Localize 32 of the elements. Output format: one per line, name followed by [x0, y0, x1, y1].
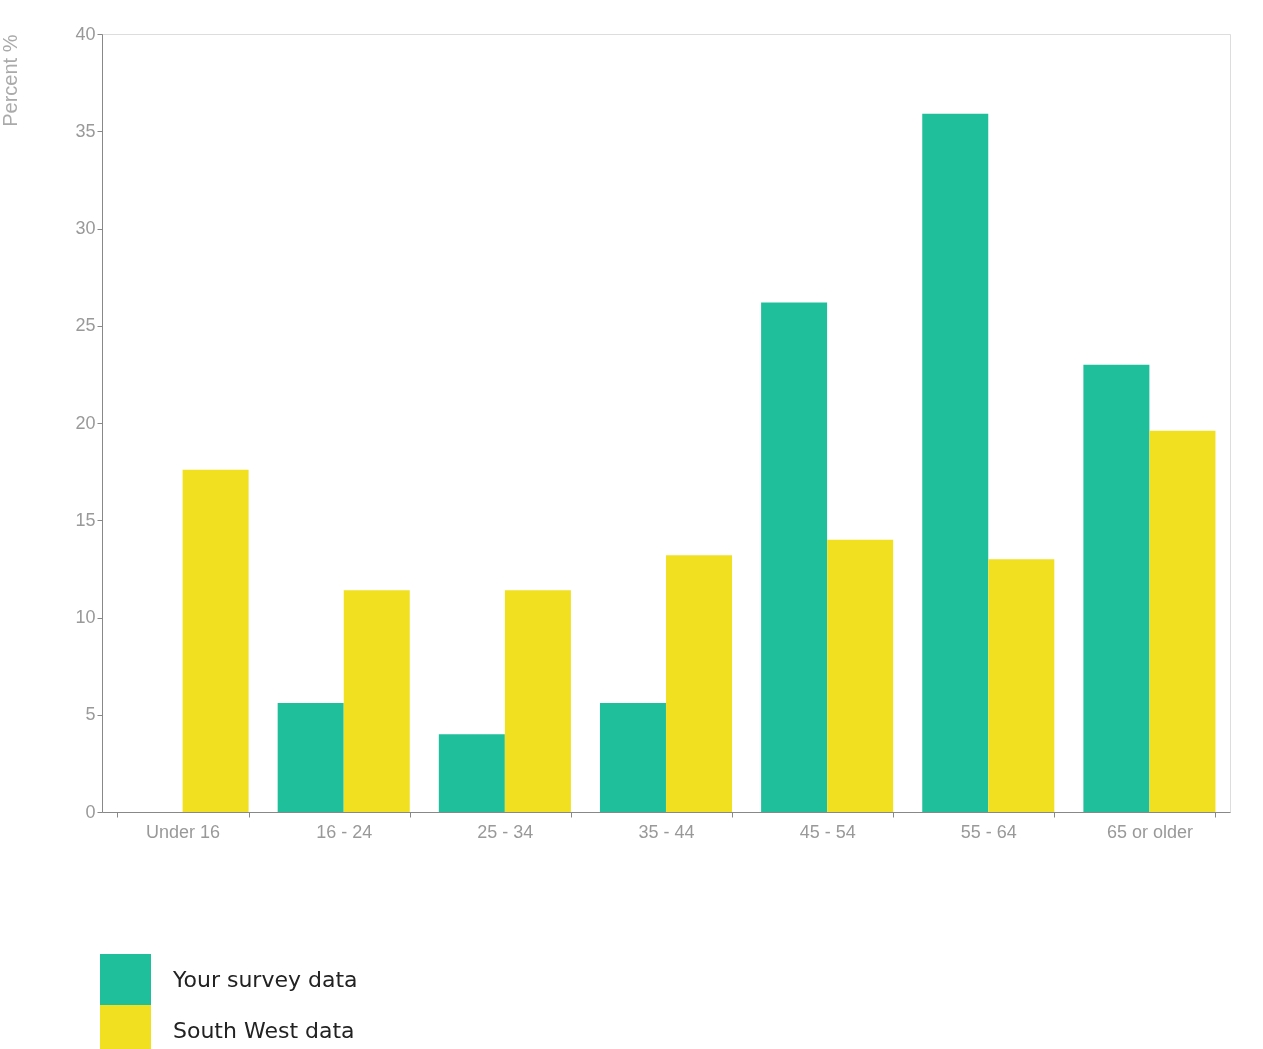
- y-tick-label: 25: [75, 315, 96, 336]
- x-tick-label: 55 - 64: [960, 821, 1017, 842]
- x-tick-label: 16 - 24: [316, 821, 373, 842]
- bar: [343, 590, 410, 812]
- y-tick-label: 35: [75, 120, 96, 141]
- y-tick-label: 0: [85, 801, 96, 822]
- bar: [277, 703, 344, 812]
- legend-label: South West data: [173, 1017, 355, 1043]
- x-tick-label: 35 - 44: [638, 821, 695, 842]
- y-tick-label: 15: [75, 509, 96, 530]
- legend-label: Your survey data: [172, 966, 358, 992]
- bar: [504, 590, 571, 812]
- x-tick-label: 45 - 54: [799, 821, 856, 842]
- bar: [1149, 430, 1216, 812]
- y-tick-label: 10: [75, 607, 96, 627]
- x-tick-label: 25 - 34: [477, 821, 534, 842]
- x-tick-label: Under 16: [146, 821, 221, 842]
- bar: [922, 113, 989, 812]
- bar: [666, 555, 733, 812]
- bar: [1083, 364, 1150, 812]
- x-tick-label: 65 or older: [1106, 821, 1193, 842]
- y-tick-label: 40: [75, 23, 96, 44]
- bar: [827, 539, 894, 812]
- y-tick-label: 5: [85, 704, 96, 725]
- bar: [438, 734, 505, 812]
- bar: [761, 302, 828, 812]
- y-axis-title: Percent %: [0, 34, 21, 127]
- bar: [988, 559, 1055, 812]
- y-tick-label: 30: [75, 218, 96, 238]
- bar: [599, 703, 666, 812]
- y-tick-label: 20: [75, 412, 96, 433]
- bar: [182, 469, 249, 812]
